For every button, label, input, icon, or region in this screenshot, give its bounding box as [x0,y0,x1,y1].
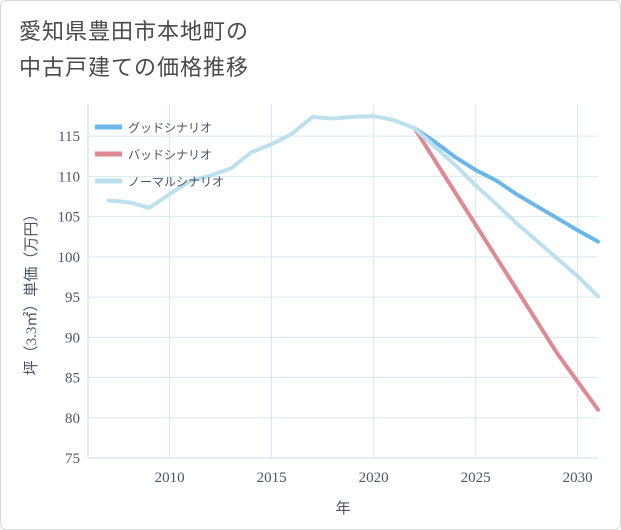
y-tick-label: 95 [65,290,80,306]
y-tick-label: 100 [58,250,81,266]
legend-label-normal: ノーマルシナリオ [128,175,224,189]
chart-title-line-2: 中古戸建ての価格推移 [19,56,250,81]
y-tick-label: 110 [58,169,80,185]
x-tick-label: 2010 [155,470,185,486]
chart-title: 愛知県豊田市本地町の 中古戸建ての価格推移 [19,15,249,87]
x-axis-label: 年 [335,500,350,517]
y-tick-label: 80 [65,411,80,427]
x-tick-label: 2015 [257,470,287,486]
x-tick-label: 2020 [359,470,389,486]
x-tick-label: 2030 [563,470,593,486]
y-tick-label: 90 [65,330,80,346]
chart-title-line-1: 愛知県豊田市本地町の [19,20,250,45]
y-tick-label: 75 [65,451,80,467]
legend-label-bad: バッドシナリオ [128,148,212,162]
y-tick-label: 115 [58,129,80,145]
legend-label-good: グッドシナリオ [128,121,212,135]
series-line-good [412,126,600,244]
x-tick-label: 2025 [461,470,491,486]
series-line-bad [412,126,600,412]
y-tick-label: 85 [65,371,80,387]
y-tick-label: 105 [58,210,81,226]
y-axis-label: 坪（3.3㎡）単価（万円） [23,207,40,376]
series-line-normal [106,114,600,299]
